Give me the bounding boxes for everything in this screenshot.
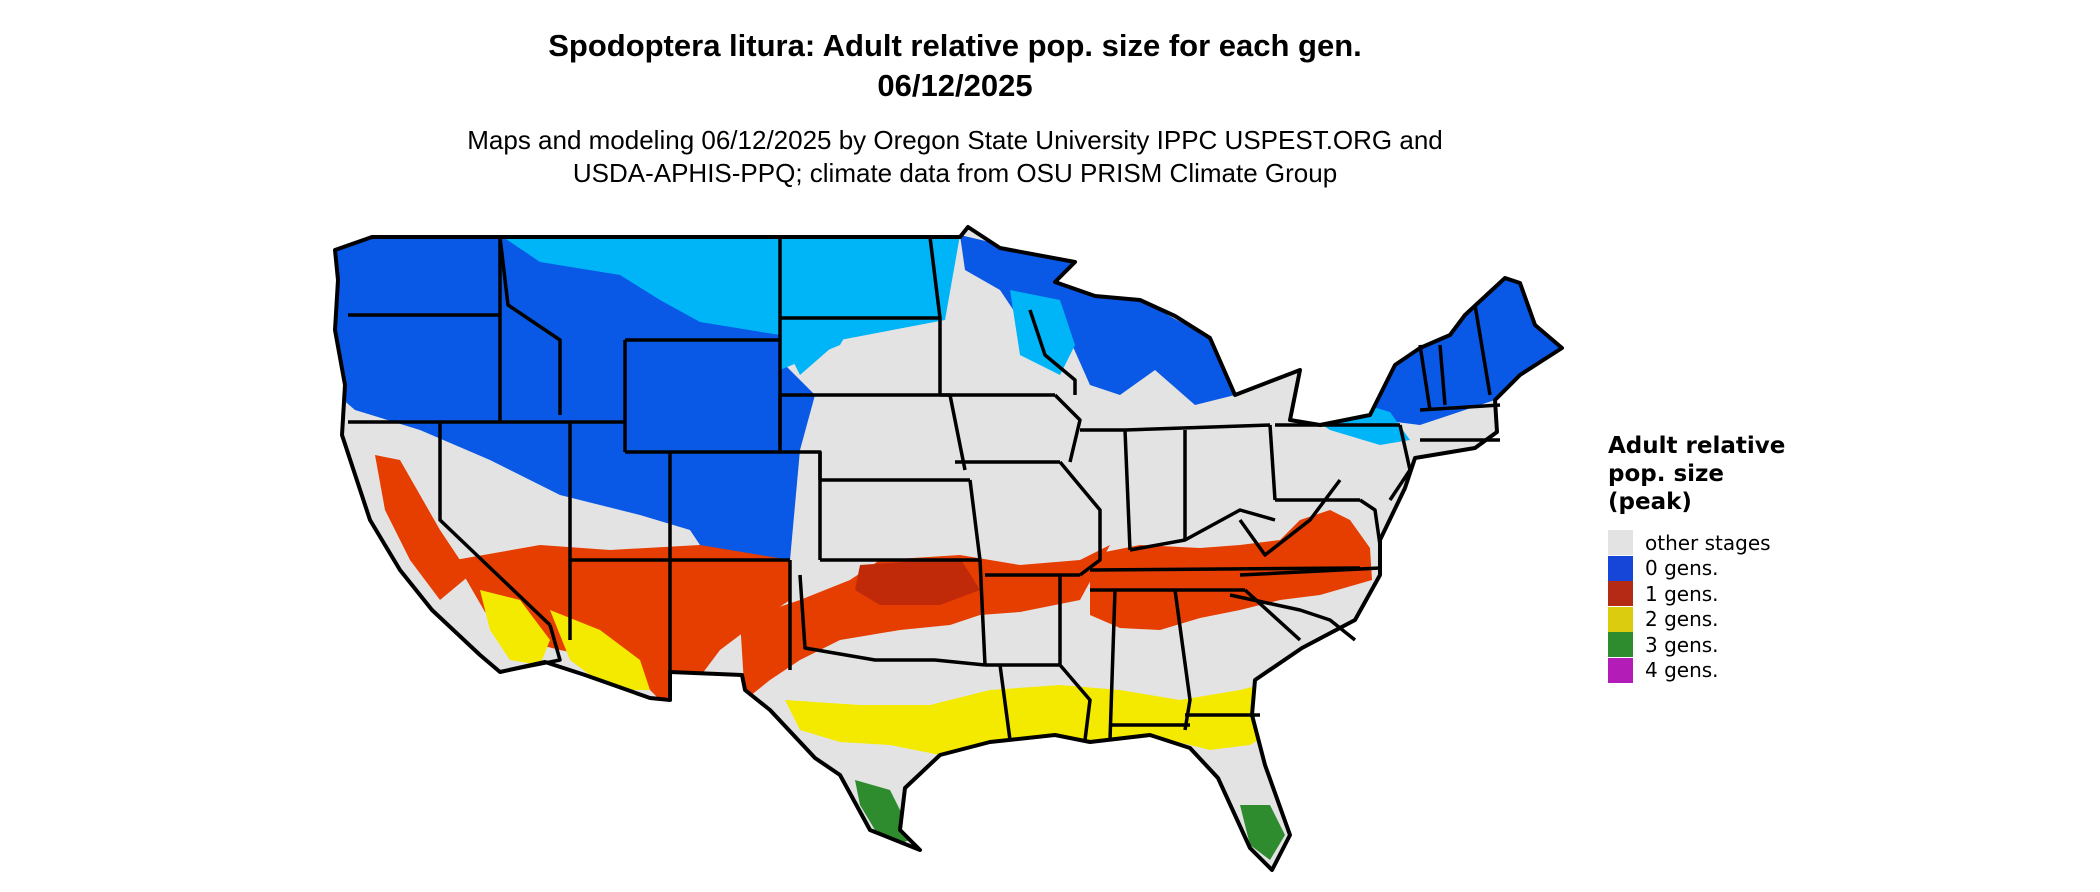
zone-2-gens-gulf-coast (785, 680, 1300, 755)
map-title-date: 06/12/2025 (877, 68, 1033, 103)
legend-item-0-gens: 0 gens. (1608, 555, 1785, 582)
legend-label: 4 gens. (1645, 658, 1719, 683)
map-subtitle-line2: USDA-APHIS-PPQ; climate data from OSU PR… (572, 158, 1338, 188)
legend-swatch (1608, 632, 1633, 658)
legend-item-2-gens: 2 gens. (1608, 606, 1785, 633)
legend-label: 1 gens. (1645, 581, 1719, 606)
zone-0-gens-light-dakotas (780, 310, 860, 370)
border-md-de (1359, 498, 1382, 546)
zone-3-gens-south-texas (855, 780, 910, 845)
zone-0-gens-light-montana (500, 235, 960, 375)
zone-1-gens-sierra (375, 455, 470, 600)
legend: Adult relative pop. size (peak) other st… (1608, 432, 1785, 683)
zone-1-gens-oklahoma-dark (855, 558, 980, 605)
border-ia-il-wi (1053, 393, 1082, 463)
legend-title-line: (peak) (1608, 489, 1692, 515)
generation-zones (335, 230, 1562, 860)
border-nh-me (1473, 304, 1492, 396)
border-tx-la (998, 664, 1012, 741)
legend-swatch (1608, 530, 1633, 556)
legend-title-line: Adult relative (1608, 433, 1786, 459)
zone-2-gens-arizona (550, 610, 650, 690)
legend-label: 0 gens. (1645, 556, 1719, 581)
map-title-line1: Spodoptera litura: Adult relative pop. s… (548, 28, 1362, 63)
legend-swatch (1608, 555, 1633, 581)
border-ga-sc (1243, 588, 1302, 642)
border-id-mt (498, 236, 562, 415)
border-nc-sc (1229, 593, 1357, 642)
border-mi-oh-in (1124, 423, 1271, 432)
zone-1-gens-southwest (455, 545, 790, 700)
border-ma-ct (1419, 403, 1501, 412)
legend-swatch (1608, 581, 1633, 607)
border-ar-ms (1058, 575, 1092, 741)
border-ky-north (1129, 508, 1276, 552)
map-subtitle-line1: Maps and modeling 06/12/2025 by Oregon S… (467, 125, 1443, 155)
zone-3-gens-south-florida (1240, 805, 1285, 860)
zone-1-gens-texas-oklahoma (740, 545, 1110, 700)
legend-title: Adult relative pop. size (peak) (1608, 432, 1785, 516)
zone-2-gens-california-desert (480, 590, 550, 665)
border-mo-il (1058, 460, 1102, 577)
border-il-in (1123, 429, 1132, 551)
legend-item-4-gens: 4 gens. (1608, 657, 1785, 684)
border-oh-pa (1268, 424, 1277, 501)
zone-0-gens-great-lakes (960, 235, 1235, 405)
legend-label: 2 gens. (1645, 607, 1719, 632)
border-ny-vt (1418, 344, 1432, 411)
border-ky-tn (1089, 566, 1361, 572)
border-ms-al (1108, 589, 1117, 741)
zone-0-gens-light-minnesota (1010, 290, 1075, 375)
border-ne-ia (948, 394, 967, 471)
legend-item-other-stages: other stages (1608, 530, 1785, 556)
border-nd-mn (928, 236, 942, 395)
legend-title-line: pop. size (1608, 461, 1725, 487)
legend-label: other stages (1645, 530, 1771, 555)
legend-swatch (1608, 606, 1633, 632)
legend-swatch (1608, 657, 1633, 683)
border-vt-nh (1438, 344, 1447, 406)
legend-item-1-gens: 1 gens. (1608, 581, 1785, 607)
border-ok-ar (978, 559, 987, 666)
border-mn-wi (1028, 309, 1077, 395)
border-va-nc (1239, 566, 1381, 577)
border-ca-nv (438, 422, 552, 627)
legend-item-3-gens: 3 gens. (1608, 632, 1785, 658)
state-borders (348, 236, 1501, 741)
legend-label: 3 gens. (1645, 632, 1719, 657)
border-al-ga (1173, 589, 1192, 731)
border-ok-tx (798, 574, 986, 667)
border-ks-mo (968, 479, 982, 561)
